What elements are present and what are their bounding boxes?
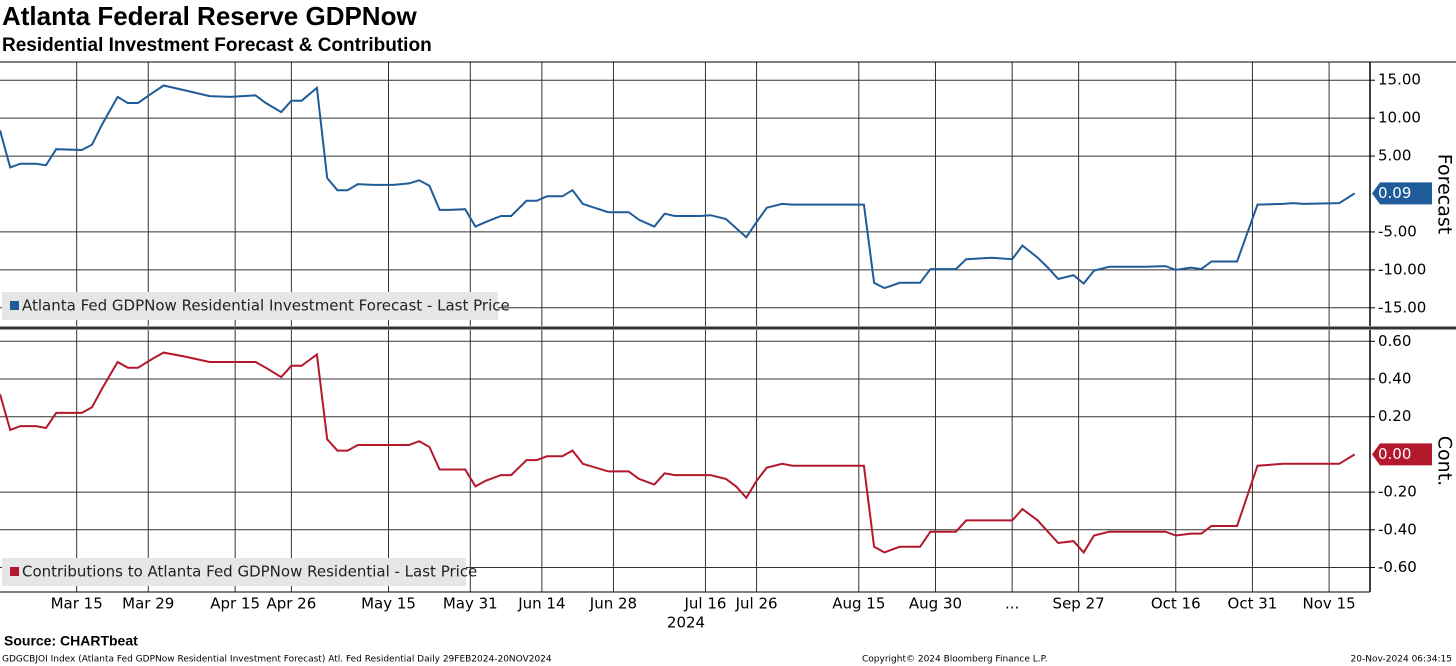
x-tick-label: Jul 16: [683, 595, 726, 613]
legend-label: Atlanta Fed GDPNow Residential Investmen…: [22, 297, 510, 315]
y-tick-label: -5.00: [1378, 222, 1417, 240]
chart-subtitle: Residential Investment Forecast & Contri…: [2, 35, 432, 56]
x-tick-label: Apr 15: [210, 595, 260, 613]
legend-swatch: [10, 301, 19, 310]
y-tick-label: -0.60: [1378, 558, 1417, 576]
y-tick-label: -0.40: [1378, 520, 1417, 538]
x-tick-label: Apr 26: [266, 595, 316, 613]
x-tick-label: Jun 28: [589, 595, 637, 613]
x-tick-label: ...: [1005, 595, 1019, 613]
x-tick-label: Aug 15: [832, 595, 885, 613]
y-tick-label: 10.00: [1378, 109, 1421, 127]
x-tick-label: Oct 31: [1228, 595, 1278, 613]
y-tick-label: 0.20: [1378, 407, 1411, 425]
x-tick-label: Mar 29: [122, 595, 174, 613]
y-tick-label: 5.00: [1378, 147, 1411, 165]
legend-label: Contributions to Atlanta Fed GDPNow Resi…: [22, 563, 477, 581]
legend-box: [2, 292, 498, 320]
x-tick-label: Nov 15: [1303, 595, 1356, 613]
y-tick-label: 0.60: [1378, 332, 1411, 350]
source: Source: CHARTbeat: [4, 633, 138, 649]
footer-left: GDGCBJOI Index (Atlanta Fed GDPNow Resid…: [2, 655, 552, 665]
footer-right: 20-Nov-2024 06:34:15: [1351, 655, 1452, 665]
x-tick-label: Aug 30: [909, 595, 962, 613]
legend-box: [2, 558, 466, 586]
last-price-label: 0.00: [1378, 445, 1411, 463]
series-line: [0, 84, 1356, 290]
y-tick-label: -15.00: [1378, 298, 1426, 316]
x-tick-label: Jul 26: [735, 595, 778, 613]
y-tick-label: 0.40: [1378, 370, 1411, 388]
last-price-tag: [1372, 182, 1432, 205]
x-tick-label: May 31: [443, 595, 498, 613]
chart-title: Atlanta Federal Reserve GDPNow: [2, 1, 417, 31]
last-price-tag: [1372, 443, 1432, 466]
legend-swatch: [10, 567, 19, 576]
x-tick-label: May 15: [361, 595, 416, 613]
y-axis-label: Forecast: [1434, 154, 1456, 234]
series-line: [0, 351, 1356, 555]
x-tick-label: Oct 16: [1151, 595, 1201, 613]
footer-center: Copyright© 2024 Bloomberg Finance L.P.: [862, 655, 1047, 665]
x-tick-label: Sep 27: [1053, 595, 1105, 613]
last-price-label: 0.09: [1378, 184, 1411, 202]
y-tick-label: 15.00: [1378, 71, 1421, 89]
y-tick-label: -10.00: [1378, 260, 1426, 278]
y-tick-label: -0.20: [1378, 483, 1417, 501]
x-tick-label: Mar 15: [51, 595, 103, 613]
x-axis-label: 2024: [667, 614, 705, 632]
x-tick-label: Jun 14: [517, 595, 565, 613]
y-axis-label: Cont.: [1434, 436, 1456, 486]
